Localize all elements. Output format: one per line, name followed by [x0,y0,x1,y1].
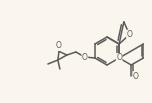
Text: O: O [116,53,122,63]
Text: O: O [133,71,139,81]
Text: O: O [56,41,62,50]
Text: O: O [127,30,132,39]
Text: O: O [82,53,88,61]
